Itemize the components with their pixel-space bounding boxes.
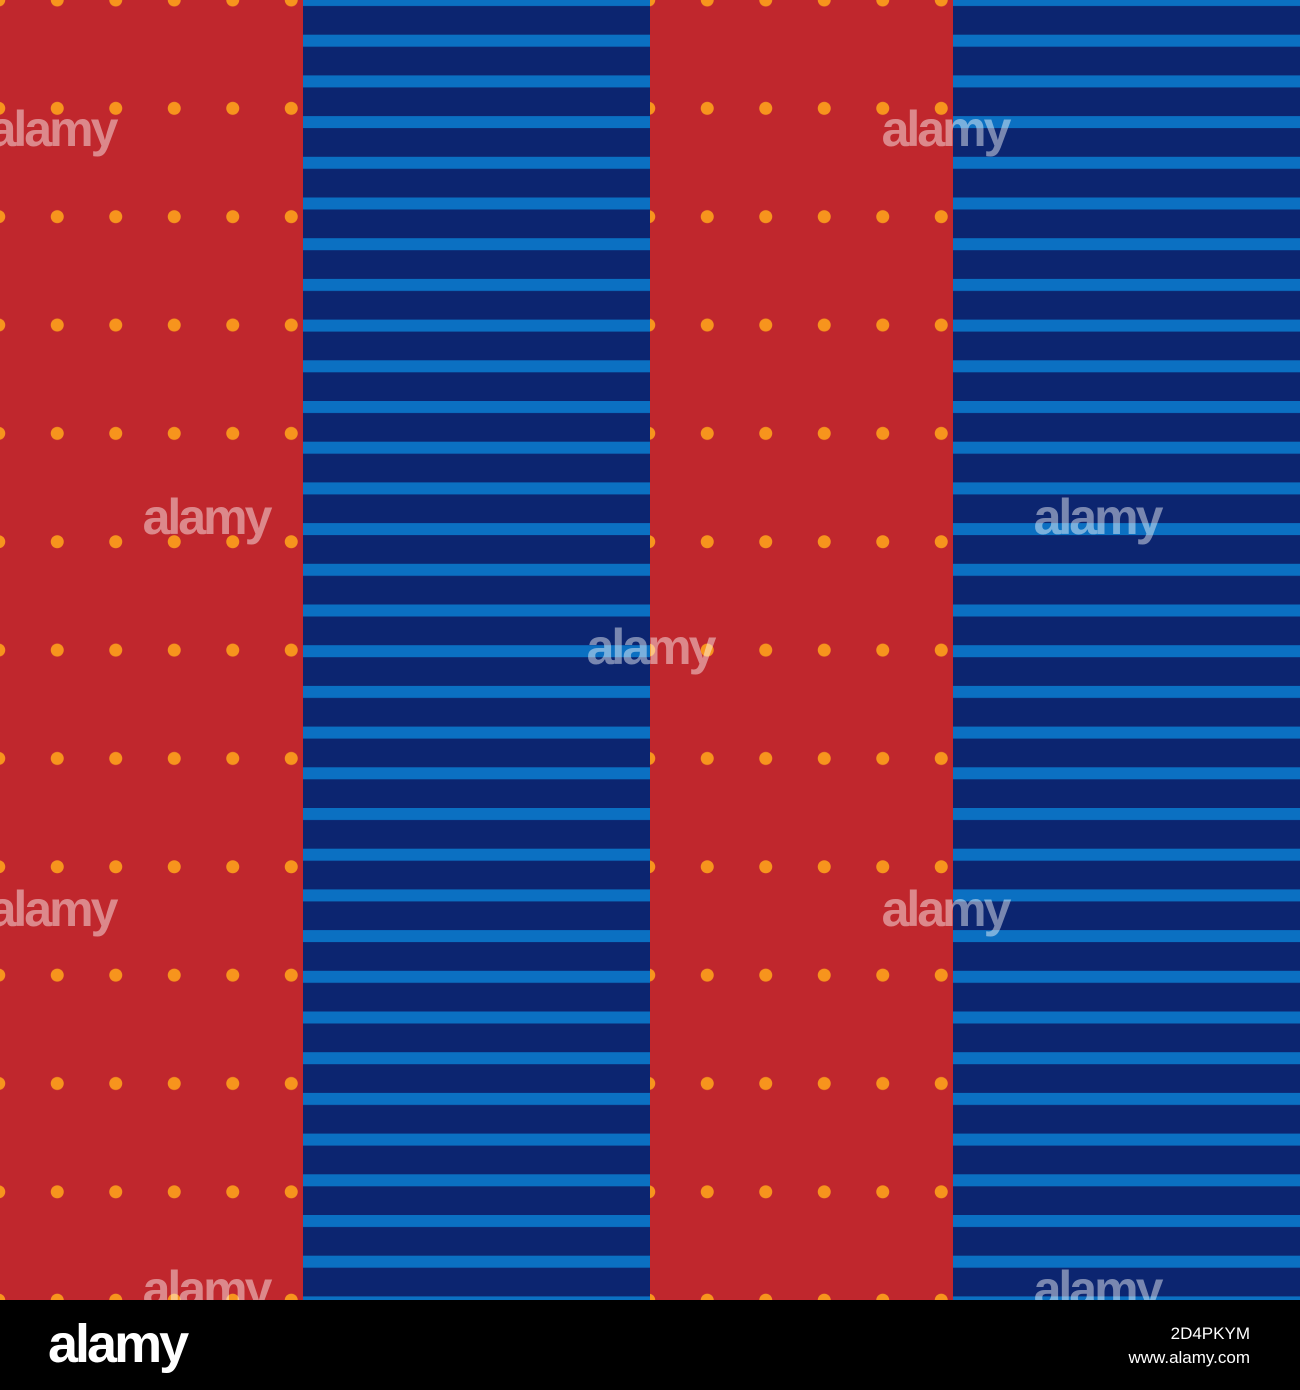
watermark: alamy [1034, 489, 1164, 545]
footer-url: www.alamy.com [1127, 1348, 1250, 1367]
footer-logo: alamy [48, 1314, 189, 1374]
watermark: alamy [0, 881, 119, 937]
watermark: alamy [882, 101, 1012, 157]
blue-column [953, 0, 1300, 1300]
footer-bar [0, 1300, 1300, 1390]
pattern [0, 0, 1300, 1300]
red-column [650, 0, 953, 1300]
watermark: alamy [0, 101, 119, 157]
red-column [0, 0, 303, 1300]
image-id: 2D4PKYM [1171, 1324, 1250, 1343]
watermark: alamy [587, 619, 717, 675]
blue-column [303, 0, 650, 1300]
watermark: alamy [882, 881, 1012, 937]
footer: alamy 2D4PKYM www.alamy.com [0, 1300, 1300, 1390]
watermark: alamy [143, 489, 273, 545]
